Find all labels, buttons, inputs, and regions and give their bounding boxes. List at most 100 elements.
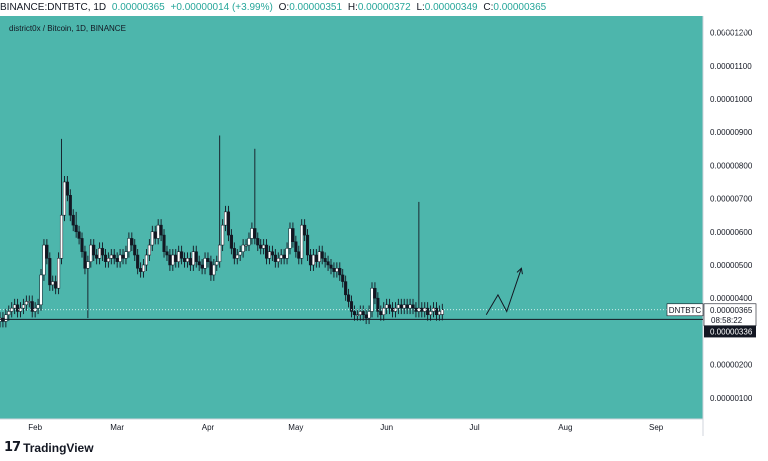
bar-countdown: 08:58:22 — [711, 316, 743, 325]
candle — [349, 295, 354, 318]
y-tick-label: 0.00001100 — [710, 62, 752, 71]
candle — [106, 252, 110, 268]
candle — [332, 262, 336, 278]
last-price-tag-value: 0.00000365 — [710, 306, 753, 315]
candle — [130, 232, 134, 252]
candle — [297, 245, 301, 265]
change-value: +0.00000014 (+3.99%) — [170, 2, 273, 13]
high-value: 0.00000372 — [357, 2, 411, 13]
candle — [71, 209, 75, 232]
candle — [379, 305, 383, 321]
candle — [382, 302, 386, 321]
time-axis[interactable] — [0, 419, 703, 436]
candle — [118, 249, 122, 268]
candle — [244, 239, 248, 252]
candle — [194, 245, 198, 268]
candle — [98, 242, 102, 265]
price-chart[interactable]: 0.000001000.000002000.000003000.00000400… — [0, 0, 768, 436]
candle — [361, 305, 365, 321]
currency-badge[interactable]: BTC — [723, 19, 746, 33]
candle — [326, 255, 330, 271]
candle — [306, 229, 310, 261]
candle — [74, 211, 78, 238]
candle — [39, 268, 43, 311]
close-value: 0.00000365 — [493, 2, 547, 13]
candle — [247, 232, 251, 252]
candle — [303, 219, 307, 242]
candle — [238, 245, 242, 261]
chart-title: district0x / Bitcoin, 1D, BINANCE — [9, 24, 126, 33]
candle — [241, 239, 245, 258]
candle — [440, 303, 444, 321]
currency-badge-label: BTC — [727, 22, 743, 31]
candle — [388, 298, 392, 315]
candle — [59, 138, 64, 265]
open-label: O: — [278, 2, 290, 13]
candle — [256, 232, 260, 252]
x-tick-label: Feb — [28, 423, 42, 432]
candle — [68, 189, 72, 222]
candle — [209, 255, 213, 281]
candle — [80, 232, 84, 258]
candle — [405, 298, 409, 315]
y-tick-label: 0.00000900 — [710, 128, 753, 137]
y-tick-label: 0.00000400 — [710, 294, 753, 303]
tradingview-logo[interactable]: 17 TradingView — [4, 440, 94, 455]
candle — [51, 275, 55, 291]
candle — [437, 305, 441, 321]
support-price-tag[interactable]: 0.00000336 — [704, 325, 756, 338]
candle — [223, 205, 228, 232]
candle — [235, 249, 239, 265]
candle — [347, 288, 351, 308]
symbol-tag-label: DNTBTC — [669, 306, 702, 315]
candle — [133, 239, 137, 261]
candle — [276, 252, 280, 268]
candle — [144, 249, 149, 271]
candle — [212, 258, 216, 281]
candle — [308, 249, 313, 271]
candle — [215, 255, 219, 271]
candle — [367, 305, 371, 325]
candle — [185, 252, 190, 268]
candle — [352, 305, 356, 321]
candle — [48, 252, 52, 291]
candle — [45, 239, 49, 265]
candle — [171, 249, 175, 271]
plot-background[interactable] — [0, 16, 703, 419]
symbol-label[interactable]: BINANCE:DNTBTC, 1D — [0, 2, 107, 13]
symbol-tag[interactable]: DNTBTC — [666, 303, 704, 317]
candle — [159, 219, 163, 242]
candle — [323, 252, 327, 268]
candle — [282, 249, 286, 265]
candle — [265, 239, 269, 265]
candle — [270, 245, 274, 261]
candle — [273, 249, 277, 268]
close-label: C: — [483, 2, 494, 13]
candle — [174, 249, 178, 268]
candle — [42, 239, 46, 281]
candle — [200, 258, 204, 275]
candle — [57, 252, 61, 295]
candle — [191, 245, 195, 271]
tradingview-wordmark: TradingView — [23, 440, 94, 455]
tradingview-logo-icon: 17 — [4, 440, 21, 455]
candle — [24, 295, 28, 311]
candle — [329, 258, 333, 275]
candle — [182, 252, 187, 268]
candle — [92, 239, 96, 261]
candle — [232, 242, 236, 265]
candle — [180, 245, 184, 265]
candle — [385, 298, 389, 315]
projection-path[interactable] — [485, 268, 522, 316]
candle — [153, 225, 157, 245]
candle — [218, 135, 222, 268]
candle — [250, 222, 254, 245]
candle — [30, 295, 34, 318]
price-axis[interactable] — [703, 16, 768, 436]
candle — [262, 239, 266, 255]
candle — [136, 249, 140, 275]
candle — [226, 205, 231, 242]
candle — [338, 262, 342, 281]
candle — [355, 308, 359, 321]
